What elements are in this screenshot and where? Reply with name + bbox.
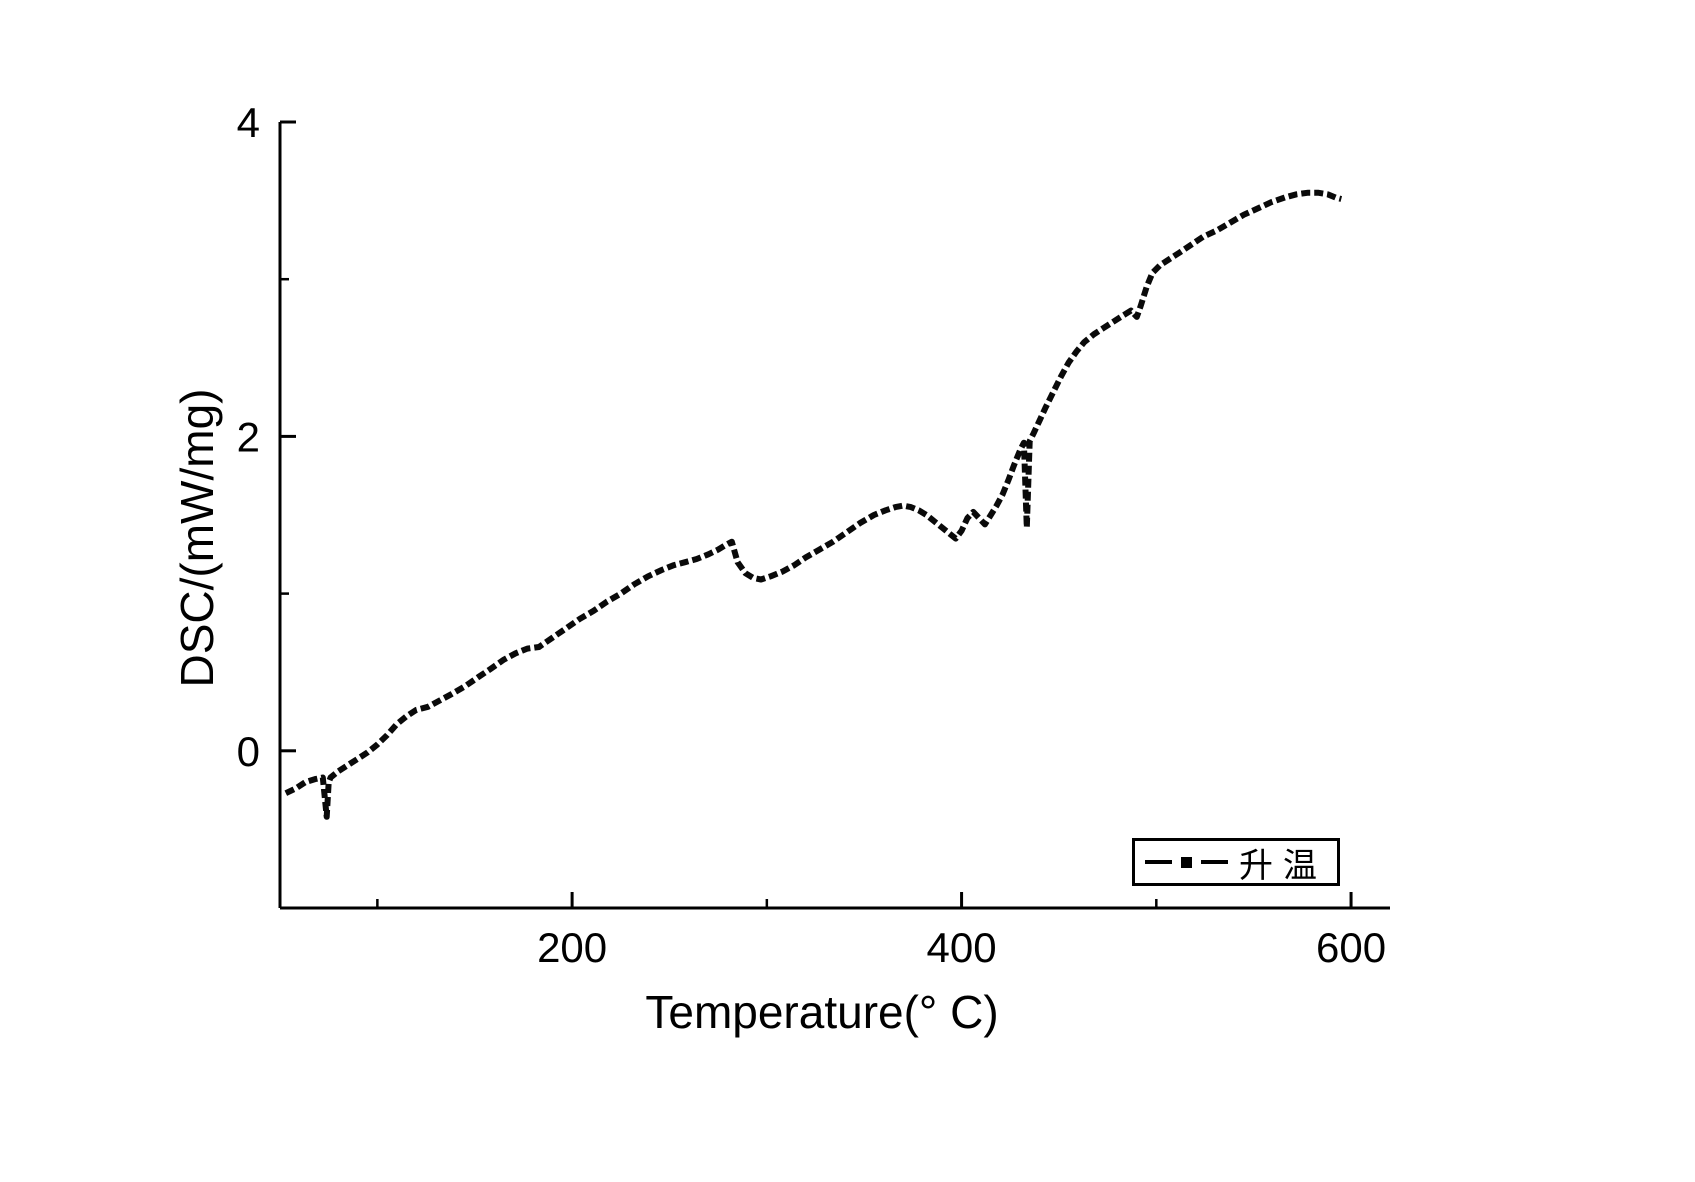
x-tick-label: 200	[537, 924, 607, 971]
legend-label: 升温	[1239, 846, 1327, 885]
y-tick-label: 4	[237, 99, 260, 146]
legend-line-icon	[1201, 860, 1228, 864]
legend-line-icon	[1145, 860, 1172, 864]
y-axis-label: DSC/(mW/mg)	[171, 388, 223, 688]
y-tick-label: 0	[237, 728, 260, 775]
y-tick-label: 2	[237, 413, 260, 460]
dsc-curve	[284, 189, 1343, 820]
x-tick-label: 600	[1316, 924, 1386, 971]
legend: 升温	[1132, 838, 1340, 886]
x-tick-label: 400	[927, 924, 997, 971]
legend-marker-icon	[1181, 856, 1192, 868]
x-axis-label: Temperature(° C)	[645, 986, 999, 1038]
